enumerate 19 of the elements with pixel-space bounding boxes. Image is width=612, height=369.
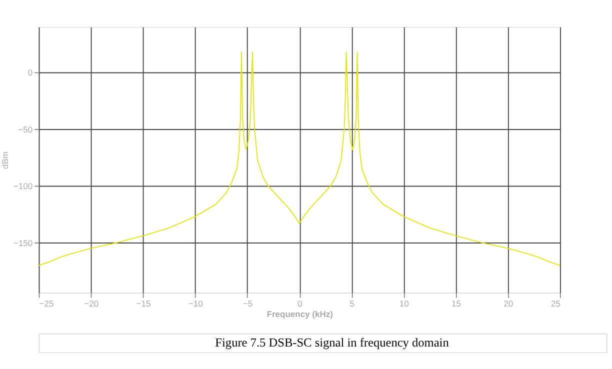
x-tick-label: −15 [136, 298, 151, 308]
x-tick-label: −5 [242, 298, 253, 308]
y-axis-title: dBm [0, 151, 10, 169]
x-tick-label: −25 [39, 298, 54, 308]
y-tick-label: 0 [28, 68, 33, 78]
y-tick-label: −50 [18, 124, 33, 134]
x-tick-label: −20 [84, 298, 99, 308]
y-tick-label: −100 [13, 181, 33, 192]
x-axis-title: Frequency (kHz) [266, 308, 334, 319]
x-tick-label: 0 [297, 298, 302, 308]
x-tick-label: 10 [399, 298, 410, 308]
x-tick-label: 5 [350, 298, 355, 308]
x-tick-label: 25 [550, 298, 561, 308]
x-tick-label: −10 [188, 298, 204, 308]
caption: Figure 7.5 DSB-SC signal in frequency domain [215, 336, 449, 350]
x-tick-label: 15 [451, 298, 462, 308]
x-tick-label: 20 [504, 298, 514, 308]
line-series [38, 51, 560, 266]
y-tick-label: −150 [13, 238, 33, 248]
